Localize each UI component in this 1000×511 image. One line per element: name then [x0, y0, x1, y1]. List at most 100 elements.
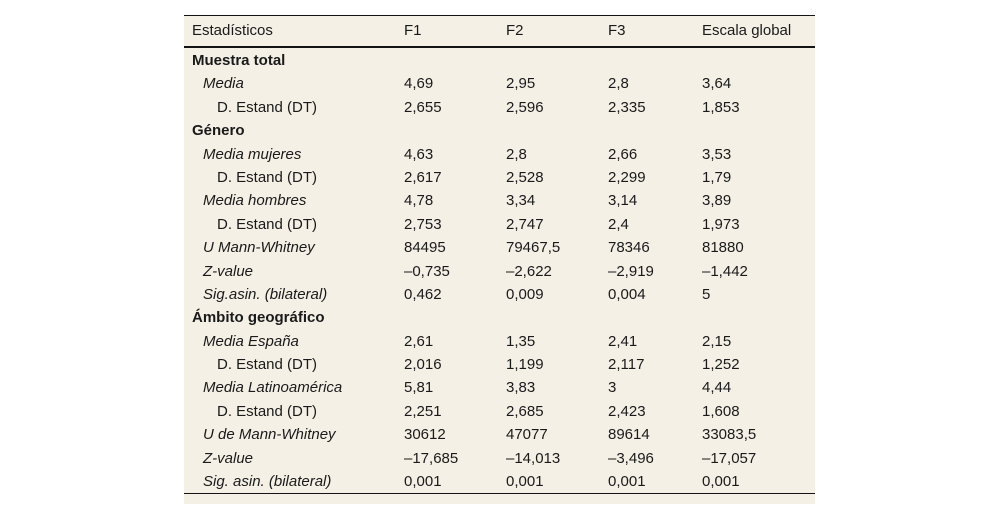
row-label: D. Estand (DT) [217, 215, 318, 233]
cell-value: –17,057 [702, 449, 757, 467]
row-label: Sig.asin. (bilateral) [203, 285, 328, 303]
cell-value: 0,001 [404, 473, 442, 491]
cell-value: 1,252 [702, 356, 740, 374]
cell-value: 3 [608, 379, 617, 397]
cell-value: 2,66 [608, 145, 638, 163]
cell-value: 0,001 [702, 473, 740, 491]
section-header-label: Género [192, 122, 245, 140]
table-row: Media hombres 4,78 3,34 3,14 3,89 [184, 189, 815, 212]
table-row: U de Mann-Whitney 30612 47077 89614 33083,5 [184, 423, 815, 446]
cell-value: –0,735 [404, 262, 450, 280]
column-header-f1: F1 [404, 22, 422, 40]
cell-value: 0,004 [608, 285, 646, 303]
cell-value: 0,001 [506, 473, 544, 491]
row-label: U de Mann-Whitney [203, 426, 336, 444]
cell-value: –1,442 [702, 262, 748, 280]
row-label: Media Latinoamérica [203, 379, 343, 397]
cell-value: 3,64 [702, 75, 732, 93]
cell-value: 4,78 [404, 192, 434, 210]
cell-value: 47077 [506, 426, 548, 444]
row-label: D. Estand (DT) [217, 356, 318, 374]
cell-value: 79467,5 [506, 239, 561, 257]
cell-value: –2,919 [608, 262, 654, 280]
cell-value: 2,753 [404, 215, 442, 233]
cell-value: 2,41 [608, 332, 638, 350]
cell-value: 2,251 [404, 402, 442, 420]
cell-value: 0,462 [404, 285, 442, 303]
table-row: Z-value –17,685 –14,013 –3,496 –17,057 [184, 447, 815, 470]
cell-value: 30612 [404, 426, 446, 444]
cell-value: 5,81 [404, 379, 434, 397]
cell-value: 33083,5 [702, 426, 757, 444]
table-header-row: Estadísticos F1 F2 F3 Escala global [184, 16, 815, 48]
column-header-escala-global: Escala global [702, 22, 792, 40]
cell-value: 0,009 [506, 285, 544, 303]
section-header-row: Género [184, 119, 815, 142]
cell-value: 1,608 [702, 402, 740, 420]
cell-value: 0,001 [608, 473, 646, 491]
table-row: Media mujeres 4,63 2,8 2,66 3,53 [184, 143, 815, 166]
cell-value: 2,747 [506, 215, 544, 233]
column-header-f3: F3 [608, 22, 626, 40]
cell-value: 2,617 [404, 168, 442, 186]
cell-value: 2,016 [404, 356, 442, 374]
table-row: D. Estand (DT) 2,016 1,199 2,117 1,252 [184, 353, 815, 376]
cell-value: 3,53 [702, 145, 732, 163]
cell-value: 2,596 [506, 98, 544, 116]
row-label: Z-value [203, 449, 254, 467]
cell-value: 2,528 [506, 168, 544, 186]
cell-value: 2,8 [608, 75, 629, 93]
table-row: D. Estand (DT) 2,617 2,528 2,299 1,79 [184, 166, 815, 189]
cell-value: 1,853 [702, 98, 740, 116]
cell-value: 89614 [608, 426, 650, 444]
column-header-f2: F2 [506, 22, 524, 40]
cell-value: 2,61 [404, 332, 434, 350]
table-row: U Mann-Whitney 84495 79467,5 78346 81880 [184, 236, 815, 259]
cell-value: 2,95 [506, 75, 536, 93]
row-label: Media mujeres [203, 145, 302, 163]
section-header-label: Ámbito geográfico [192, 309, 325, 327]
cell-value: 2,15 [702, 332, 732, 350]
cell-value: 3,83 [506, 379, 536, 397]
table-row: Sig.asin. (bilateral) 0,462 0,009 0,004 5 [184, 283, 815, 306]
table-row: Media Latinoamérica 5,81 3,83 3 4,44 [184, 376, 815, 399]
cell-value: 3,89 [702, 192, 732, 210]
cell-value: 1,199 [506, 356, 544, 374]
cell-value: 81880 [702, 239, 744, 257]
cell-value: 3,34 [506, 192, 536, 210]
cell-value: –17,685 [404, 449, 459, 467]
cell-value: –3,496 [608, 449, 654, 467]
cell-value: 2,299 [608, 168, 646, 186]
cell-value: 4,69 [404, 75, 434, 93]
table-row: Z-value –0,735 –2,622 –2,919 –1,442 [184, 260, 815, 283]
cell-value: –2,622 [506, 262, 552, 280]
statistics-table: Estadísticos F1 F2 F3 Escala global Mues… [184, 15, 815, 505]
cell-value: 84495 [404, 239, 446, 257]
cell-value: 2,335 [608, 98, 646, 116]
section-header-row: Ámbito geográfico [184, 306, 815, 329]
section-header-row: Muestra total [184, 49, 815, 72]
table-row: Media 4,69 2,95 2,8 3,64 [184, 72, 815, 95]
column-header-estadisticos: Estadísticos [192, 22, 273, 40]
cell-value: 1,973 [702, 215, 740, 233]
cell-value: 2,655 [404, 98, 442, 116]
table-row: Sig. asin. (bilateral) 0,001 0,001 0,001 0,0… [184, 470, 815, 493]
cell-value: 4,63 [404, 145, 434, 163]
row-label: D. Estand (DT) [217, 98, 318, 116]
cell-value: 2,4 [608, 215, 629, 233]
table-row: D. Estand (DT) 2,251 2,685 2,423 1,608 [184, 400, 815, 423]
row-label: Sig. asin. (bilateral) [203, 473, 332, 491]
cell-value: 1,79 [702, 168, 732, 186]
section-header-label: Muestra total [192, 52, 286, 69]
table-row: D. Estand (DT) 2,753 2,747 2,4 1,973 [184, 213, 815, 236]
table-row: Media España 2,61 1,35 2,41 2,15 [184, 330, 815, 353]
table-body: Muestra total Media 4,69 2,95 2,8 3,64 D. Esta… [184, 48, 815, 495]
cell-value: 2,685 [506, 402, 544, 420]
cell-value: 3,14 [608, 192, 638, 210]
cell-value: 2,117 [608, 356, 645, 374]
row-label: Z-value [203, 262, 254, 280]
row-label: U Mann-Whitney [203, 239, 315, 257]
cell-value: 5 [702, 285, 711, 303]
cell-value: 1,35 [506, 332, 536, 350]
